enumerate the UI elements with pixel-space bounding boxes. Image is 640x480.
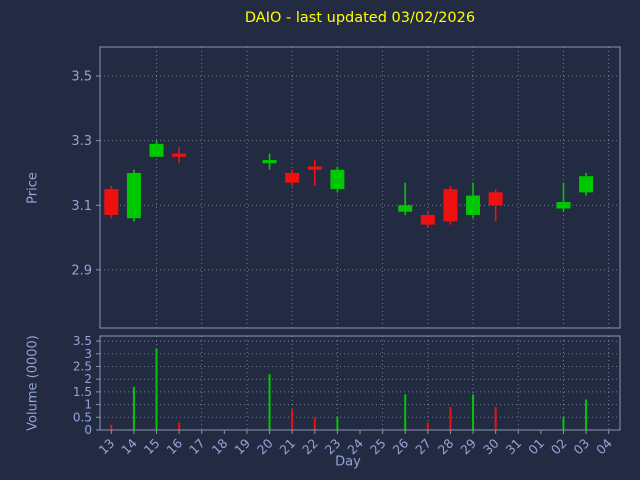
candle-body <box>398 205 413 212</box>
day-tick-label: 17 <box>186 436 208 458</box>
day-tick-label: 20 <box>254 435 276 457</box>
day-tick-label: 28 <box>435 435 457 457</box>
volume-tick-label: 3.5 <box>73 334 92 348</box>
day-tick-label: 31 <box>503 436 525 458</box>
volume-tick-label: 1 <box>84 398 92 412</box>
day-tick-label: 18 <box>209 435 231 457</box>
volume-axis-label: Volume (0000) <box>25 335 41 431</box>
day-tick-label: 13 <box>96 436 118 458</box>
volume-tick-label: 0.5 <box>73 410 92 424</box>
price-tick-label: 3.1 <box>71 199 92 214</box>
candle-body <box>443 189 458 222</box>
day-tick-label: 21 <box>276 436 298 458</box>
day-tick-label: 19 <box>231 435 253 457</box>
price-panel-frame <box>99 46 621 329</box>
volume-panel-frame <box>99 335 621 431</box>
candle-body <box>104 189 119 215</box>
candle-body <box>330 169 345 190</box>
day-tick-label: 01 <box>525 436 547 458</box>
day-tick-label: 26 <box>389 435 411 457</box>
day-tick-label: 30 <box>480 435 502 457</box>
volume-tick-label: 2.5 <box>73 359 92 373</box>
day-tick-label: 14 <box>118 435 140 457</box>
chart-title: DAIO - last updated 03/02/2026 <box>244 10 476 26</box>
candle-body <box>466 195 481 215</box>
volume-tick-label: 0 <box>84 423 92 437</box>
day-tick-label: 16 <box>163 435 185 457</box>
day-tick-label: 03 <box>570 436 592 458</box>
candle-body <box>285 172 300 183</box>
price-tick-label: 3.5 <box>71 70 92 85</box>
day-tick-label: 04 <box>593 435 615 457</box>
day-tick-label: 27 <box>412 436 434 458</box>
candle-body <box>172 153 187 157</box>
candle-body <box>579 176 594 193</box>
volume-tick-label: 1.5 <box>73 385 92 399</box>
candle-body <box>556 202 571 209</box>
x-axis-label: Day <box>335 454 361 470</box>
price-tick-label: 2.9 <box>71 263 92 278</box>
volume-tick-label: 3 <box>84 347 92 361</box>
volume-tick-label: 2 <box>84 372 92 386</box>
day-tick-label: 15 <box>141 436 163 458</box>
price-axis-label: Price <box>25 171 41 204</box>
day-tick-label: 02 <box>548 436 570 458</box>
candle-body <box>488 192 503 206</box>
candle-body <box>149 143 164 157</box>
candle-body <box>307 166 322 170</box>
candle-body <box>420 214 435 225</box>
candle-body <box>126 172 141 219</box>
price-tick-label: 3.3 <box>71 134 92 149</box>
day-tick-label: 29 <box>457 435 479 457</box>
candle-body <box>262 160 277 164</box>
day-tick-label: 25 <box>367 436 389 458</box>
day-tick-label: 22 <box>299 436 321 458</box>
